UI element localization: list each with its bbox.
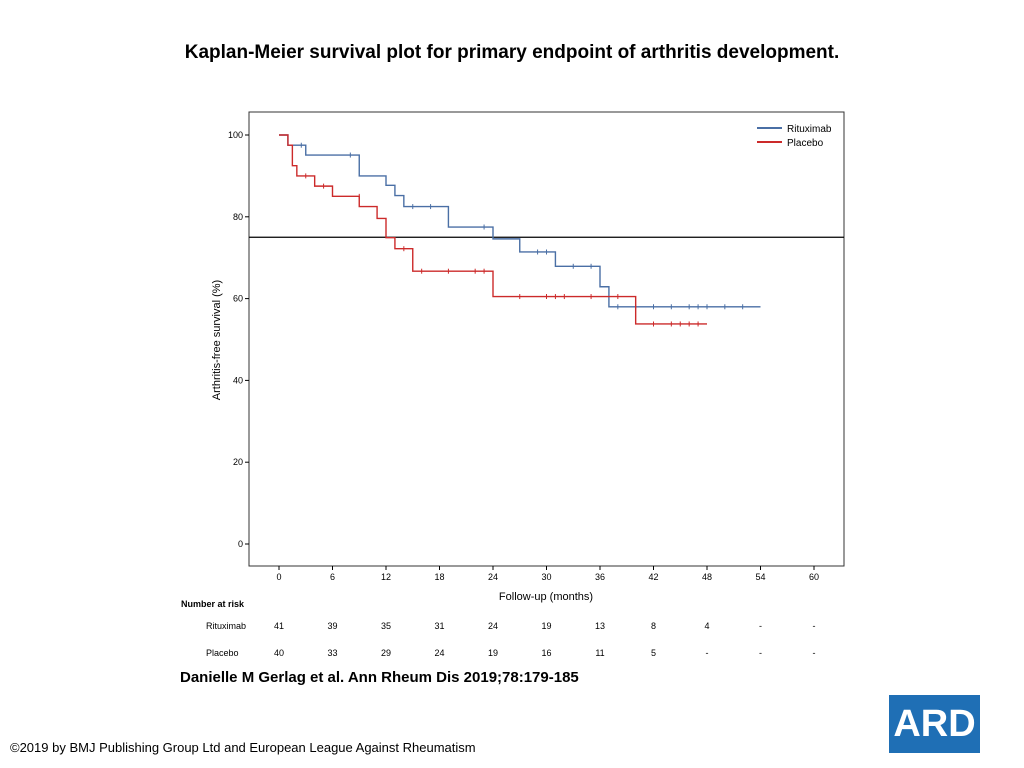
risk-value-placebo: - <box>812 648 816 658</box>
x-tick-label: 54 <box>755 572 765 582</box>
risk-value-rituximab: 41 <box>273 621 285 631</box>
x-tick-label: 18 <box>434 572 444 582</box>
x-tick-label: 6 <box>330 572 335 582</box>
risk-value-placebo: 24 <box>434 648 445 658</box>
risk-value-rituximab: 31 <box>434 621 445 631</box>
risk-value-placebo: 5 <box>650 648 657 658</box>
risk-value-placebo: 33 <box>327 648 338 658</box>
copyright-notice: ©2019 by BMJ Publishing Group Ltd and Eu… <box>10 740 476 755</box>
risk-value-placebo: 29 <box>380 648 392 658</box>
x-tick-label: 36 <box>595 572 605 582</box>
x-tick-label: 0 <box>276 572 281 582</box>
risk-value-rituximab: 39 <box>327 621 338 631</box>
risk-value-rituximab: 13 <box>594 621 606 631</box>
y-tick-label: 0 <box>238 539 243 549</box>
risk-value-placebo: 16 <box>541 648 552 658</box>
slide-title: Kaplan-Meier survival plot for primary e… <box>184 42 840 63</box>
risk-value-placebo: 19 <box>487 648 499 658</box>
risk-value-rituximab: 8 <box>650 621 657 631</box>
y-tick-label: 20 <box>233 457 243 467</box>
risk-value-placebo: 11 <box>595 648 605 658</box>
plot-frame <box>248 111 845 567</box>
risk-row-label-rituximab: Rituximab <box>206 621 247 631</box>
risk-value-rituximab: - <box>812 621 816 631</box>
x-tick-label: 42 <box>648 572 658 582</box>
ard-logo: ARD <box>889 695 980 753</box>
x-tick-label: 30 <box>541 572 551 582</box>
y-tick-label: 100 <box>228 130 243 140</box>
legend: Rituximab Placebo <box>757 124 832 149</box>
risk-table-header: Number at risk <box>181 599 245 609</box>
legend-label-placebo: Placebo <box>787 138 824 149</box>
y-tick-label: 40 <box>233 375 243 385</box>
y-tick-label: 60 <box>233 294 243 304</box>
series-line-placebo <box>279 134 707 325</box>
risk-value-rituximab: - <box>759 621 762 631</box>
risk-value-placebo: - <box>705 648 709 658</box>
km-chart: 0 20 40 60 80 100 0 6 12 18 24 30 36 42 48 54 60 Arthri… <box>211 111 845 603</box>
x-axis-label: Follow-up (months) <box>499 591 593 603</box>
series-group <box>279 134 761 327</box>
y-tick-label: 80 <box>233 212 243 222</box>
y-axis: 0 20 40 60 80 100 <box>228 130 249 549</box>
risk-value-rituximab: 24 <box>487 621 499 631</box>
x-tick-label: 24 <box>488 572 498 582</box>
risk-value-placebo: 40 <box>273 648 285 658</box>
x-tick-label: 12 <box>381 572 391 582</box>
series-line-rituximab <box>279 134 761 308</box>
risk-value-rituximab: 35 <box>380 621 392 631</box>
x-tick-label: 48 <box>702 572 712 582</box>
risk-value-rituximab: 4 <box>704 621 710 631</box>
x-tick-label: 60 <box>809 572 819 582</box>
risk-value-rituximab: 19 <box>541 621 552 631</box>
risk-value-placebo: - <box>759 648 762 658</box>
y-axis-label: Arthritis-free survival (%) <box>211 280 223 400</box>
legend-label-rituximab: Rituximab <box>787 124 832 135</box>
x-axis: 0 6 12 18 24 30 36 42 48 54 60 <box>276 566 819 582</box>
risk-row-label-placebo: Placebo <box>206 648 239 658</box>
citation: Danielle M Gerlag et al. Ann Rheum Dis 2… <box>180 669 579 686</box>
